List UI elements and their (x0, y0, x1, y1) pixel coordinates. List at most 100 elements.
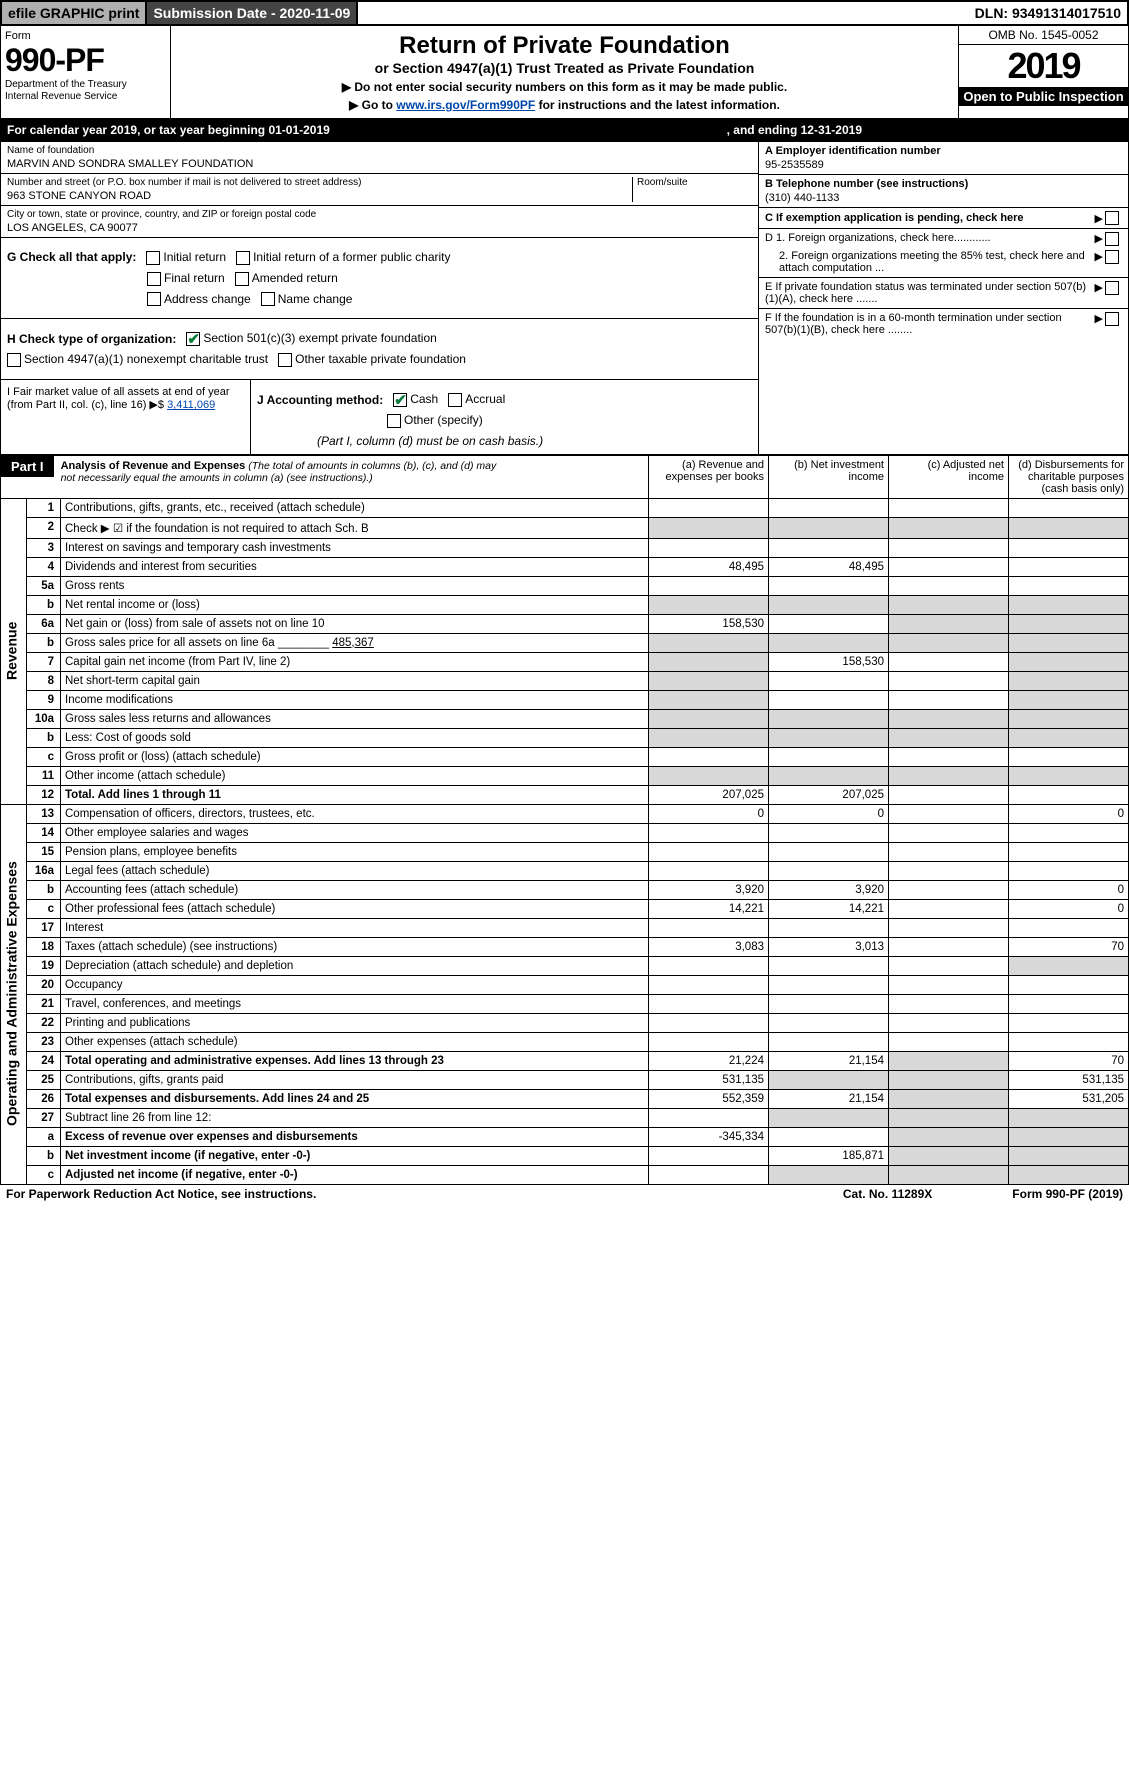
amt-cell: 207,025 (649, 785, 769, 804)
line-desc: Other income (attach schedule) (61, 766, 649, 785)
fmv-link[interactable]: 3,411,069 (167, 399, 215, 411)
cb-initial-return[interactable] (146, 251, 160, 265)
cb-other-method[interactable] (387, 414, 401, 428)
cb-d1[interactable] (1105, 232, 1119, 246)
amt-cell (769, 1165, 889, 1184)
amt-cell (1009, 498, 1129, 517)
form-word: Form (5, 30, 166, 42)
amt-cell (1009, 918, 1129, 937)
tax-year: 2019 (959, 45, 1128, 87)
amt-cell (889, 842, 1009, 861)
amt-cell: 0 (1009, 899, 1129, 918)
amt-cell (889, 1051, 1009, 1070)
amt-cell (1009, 1013, 1129, 1032)
dln: DLN: 93491314017510 (969, 2, 1127, 24)
arrow-icon (1095, 212, 1105, 225)
cb-e[interactable] (1105, 281, 1119, 295)
amt-cell (889, 1108, 1009, 1127)
line-num: 22 (27, 1013, 61, 1032)
cb-amended[interactable] (235, 272, 249, 286)
line-desc: Gross rents (61, 576, 649, 595)
page-footer: For Paperwork Reduction Act Notice, see … (0, 1185, 1129, 1203)
amt-cell (1009, 842, 1129, 861)
cb-exemption-pending[interactable] (1105, 211, 1119, 225)
col-d: (d) Disbursements for charitable purpose… (1009, 455, 1129, 498)
amt-cell (649, 633, 769, 652)
line-num: c (27, 1165, 61, 1184)
amt-cell (769, 1070, 889, 1089)
amt-cell: 0 (1009, 804, 1129, 823)
amt-cell (889, 517, 1009, 538)
amt-cell (769, 1013, 889, 1032)
amt-cell (649, 1108, 769, 1127)
line-num: 8 (27, 671, 61, 690)
amt-cell (889, 633, 1009, 652)
cb-f[interactable] (1105, 312, 1119, 326)
amt-cell (769, 766, 889, 785)
amt-cell (769, 614, 889, 633)
amt-cell (649, 671, 769, 690)
ein: 95-2535589 (765, 159, 1122, 171)
cb-cash[interactable] (393, 393, 407, 407)
cb-501c3[interactable] (186, 332, 200, 346)
efile-label: efile GRAPHIC print (2, 2, 147, 24)
line-num: b (27, 728, 61, 747)
subdate-label: Submission Date - 2020-11-09 (147, 2, 358, 24)
line-desc: Interest (61, 918, 649, 937)
amt-cell (1009, 709, 1129, 728)
cb-initial-former[interactable] (236, 251, 250, 265)
amt-cell (769, 747, 889, 766)
line-desc: Total. Add lines 1 through 11 (61, 785, 649, 804)
street-address: 963 STONE CANYON ROAD (7, 190, 632, 202)
amt-cell (889, 747, 1009, 766)
amt-cell (649, 576, 769, 595)
amt-cell (889, 498, 1009, 517)
cb-4947[interactable] (7, 353, 21, 367)
line-desc: Excess of revenue over expenses and disb… (61, 1127, 649, 1146)
amt-cell (1009, 633, 1129, 652)
amt-cell: 531,135 (1009, 1070, 1129, 1089)
amt-cell (889, 557, 1009, 576)
amt-cell (649, 538, 769, 557)
amt-cell (769, 861, 889, 880)
amt-cell (889, 880, 1009, 899)
form-note2: ▶ Go to www.irs.gov/Form990PF for instru… (177, 98, 952, 112)
amt-cell: 3,920 (769, 880, 889, 899)
section-g: G Check all that apply: Initial return I… (1, 238, 758, 318)
amt-cell (649, 918, 769, 937)
addr-label: Number and street (or P.O. box number if… (7, 177, 632, 188)
amt-cell: 0 (769, 804, 889, 823)
amt-cell: 0 (1009, 880, 1129, 899)
line-desc: Other expenses (attach schedule) (61, 1032, 649, 1051)
amt-cell (769, 595, 889, 614)
cb-d2[interactable] (1105, 250, 1119, 264)
amt-cell (649, 595, 769, 614)
line-num: 24 (27, 1051, 61, 1070)
amt-cell (889, 956, 1009, 975)
line-num: b (27, 633, 61, 652)
amt-cell (769, 709, 889, 728)
cb-other-taxable[interactable] (278, 353, 292, 367)
line-desc: Net rental income or (loss) (61, 595, 649, 614)
line-num: c (27, 899, 61, 918)
line-num: a (27, 1127, 61, 1146)
line-desc: Subtract line 26 from line 12: (61, 1108, 649, 1127)
part1-title: Analysis of Revenue and Expenses (61, 460, 249, 472)
line-num: 18 (27, 937, 61, 956)
irs-link[interactable]: www.irs.gov/Form990PF (396, 98, 535, 112)
cb-address-change[interactable] (147, 292, 161, 306)
line-desc: Interest on savings and temporary cash i… (61, 538, 649, 557)
j-label: J Accounting method: (257, 393, 383, 407)
cb-accrual[interactable] (448, 393, 462, 407)
b-label: B Telephone number (see instructions) (765, 178, 1122, 190)
cb-name-change[interactable] (261, 292, 275, 306)
amt-cell (889, 614, 1009, 633)
cb-final-return[interactable] (147, 272, 161, 286)
amt-cell: -345,334 (649, 1127, 769, 1146)
amt-cell (769, 576, 889, 595)
amt-cell (1009, 1146, 1129, 1165)
line-num: 25 (27, 1070, 61, 1089)
amt-cell: 21,224 (649, 1051, 769, 1070)
dept: Department of the Treasury (5, 79, 166, 91)
form-title: Return of Private Foundation (177, 32, 952, 60)
